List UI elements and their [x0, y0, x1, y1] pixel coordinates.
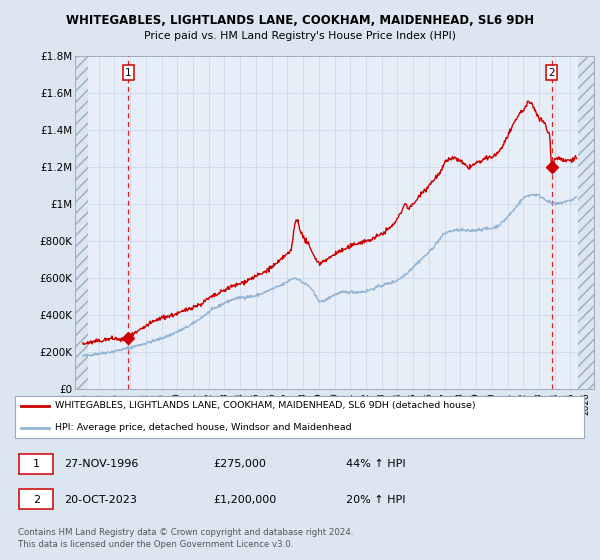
Bar	[75, 56, 88, 389]
Text: 1: 1	[125, 68, 132, 78]
FancyBboxPatch shape	[19, 454, 53, 474]
Text: £1,200,000: £1,200,000	[214, 494, 277, 505]
Text: Contains HM Land Registry data © Crown copyright and database right 2024.
This d: Contains HM Land Registry data © Crown c…	[18, 528, 353, 549]
FancyBboxPatch shape	[15, 395, 584, 438]
Text: WHITEGABLES, LIGHTLANDS LANE, COOKHAM, MAIDENHEAD, SL6 9DH: WHITEGABLES, LIGHTLANDS LANE, COOKHAM, M…	[66, 14, 534, 27]
Bar	[578, 56, 594, 389]
Text: WHITEGABLES, LIGHTLANDS LANE, COOKHAM, MAIDENHEAD, SL6 9DH (detached house): WHITEGABLES, LIGHTLANDS LANE, COOKHAM, M…	[55, 401, 476, 410]
Text: £275,000: £275,000	[214, 459, 266, 469]
FancyBboxPatch shape	[19, 489, 53, 509]
Text: HPI: Average price, detached house, Windsor and Maidenhead: HPI: Average price, detached house, Wind…	[55, 423, 352, 432]
Text: 27-NOV-1996: 27-NOV-1996	[64, 459, 138, 469]
Text: 20% ↑ HPI: 20% ↑ HPI	[346, 494, 406, 505]
Text: 2: 2	[548, 68, 555, 78]
Text: 2: 2	[32, 494, 40, 505]
Text: Price paid vs. HM Land Registry's House Price Index (HPI): Price paid vs. HM Land Registry's House …	[144, 31, 456, 41]
Text: 1: 1	[32, 459, 40, 469]
Text: 20-OCT-2023: 20-OCT-2023	[64, 494, 137, 505]
Text: 44% ↑ HPI: 44% ↑ HPI	[346, 459, 406, 469]
